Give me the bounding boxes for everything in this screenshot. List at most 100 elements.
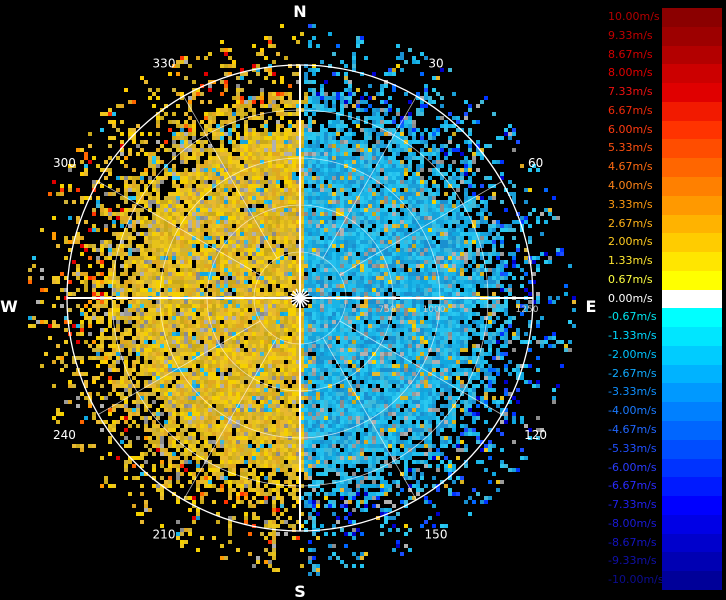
- echo-cell: [268, 324, 272, 328]
- echo-cell: [328, 240, 332, 244]
- echo-cell: [312, 148, 316, 152]
- echo-cell: [348, 148, 352, 152]
- echo-cell: [480, 272, 484, 276]
- echo-cell: [128, 304, 132, 308]
- echo-cell: [184, 216, 188, 220]
- echo-cell: [292, 72, 296, 76]
- echo-cell: [428, 280, 432, 284]
- echo-cell: [284, 220, 288, 224]
- echo-cell: [452, 276, 456, 280]
- echo-cell: [392, 232, 396, 236]
- echo-cell: [400, 308, 404, 312]
- echo-cell: [228, 120, 232, 124]
- echo-cell: [408, 248, 412, 252]
- echo-cell: [408, 224, 412, 228]
- echo-cell: [296, 220, 300, 224]
- echo-cell: [340, 160, 344, 164]
- echo-cell: [160, 308, 164, 312]
- echo-cell: [512, 276, 516, 280]
- echo-cell: [348, 300, 352, 304]
- echo-cell: [232, 288, 236, 292]
- echo-cell: [336, 232, 340, 236]
- echo-cell: [160, 208, 164, 212]
- echo-cell: [188, 284, 192, 288]
- echo-cell: [412, 240, 416, 244]
- echo-cell: [144, 172, 148, 176]
- echo-cell: [224, 252, 228, 256]
- echo-cell: [496, 252, 500, 256]
- echo-cell: [352, 240, 356, 244]
- echo-cell: [424, 244, 428, 248]
- echo-cell: [280, 320, 284, 324]
- echo-cell: [356, 144, 360, 148]
- echo-cell: [408, 288, 412, 292]
- echo-cell: [292, 144, 296, 148]
- echo-cell: [488, 320, 492, 324]
- echo-cell: [332, 108, 336, 112]
- echo-cell: [448, 112, 452, 116]
- echo-cell: [384, 120, 388, 124]
- echo-cell: [328, 260, 332, 264]
- echo-cell: [296, 316, 300, 320]
- echo-cell: [344, 148, 348, 152]
- echo-cell: [324, 132, 328, 136]
- echo-cell: [360, 96, 364, 100]
- echo-cell: [148, 272, 152, 276]
- echo-cell: [452, 288, 456, 292]
- echo-cell: [504, 272, 508, 276]
- echo-cell: [428, 268, 432, 272]
- echo-cell: [272, 160, 276, 164]
- echo-cell: [412, 196, 416, 200]
- echo-cell: [252, 220, 256, 224]
- echo-cell: [224, 228, 228, 232]
- echo-cell: [292, 176, 296, 180]
- echo-cell: [308, 308, 312, 312]
- echo-cell: [464, 284, 468, 288]
- echo-cell: [348, 88, 352, 92]
- echo-cell: [128, 256, 132, 260]
- echo-cell: [372, 268, 376, 272]
- echo-cell: [276, 200, 280, 204]
- echo-cell: [284, 232, 288, 236]
- echo-cell: [188, 280, 192, 284]
- echo-cell: [260, 168, 264, 172]
- echo-cell: [496, 308, 500, 312]
- echo-cell: [308, 224, 312, 228]
- echo-cell: [408, 192, 412, 196]
- echo-cell: [176, 252, 180, 256]
- echo-cell: [444, 264, 448, 268]
- echo-cell: [468, 128, 472, 132]
- echo-cell: [180, 260, 184, 264]
- echo-cell: [384, 160, 388, 164]
- echo-cell: [176, 136, 180, 140]
- echo-cell: [228, 324, 232, 328]
- echo-cell: [508, 124, 512, 128]
- echo-cell: [136, 188, 140, 192]
- echo-cell: [252, 204, 256, 208]
- echo-cell: [188, 316, 192, 320]
- echo-cell: [436, 212, 440, 216]
- echo-cell: [164, 272, 168, 276]
- echo-cell: [396, 260, 400, 264]
- echo-cell: [476, 168, 480, 172]
- echo-cell: [460, 172, 464, 176]
- echo-cell: [232, 124, 236, 128]
- echo-cell: [184, 148, 188, 152]
- echo-cell: [160, 328, 164, 332]
- echo-cell: [116, 188, 120, 192]
- echo-cell: [260, 324, 264, 328]
- echo-cell: [392, 180, 396, 184]
- echo-cell: [392, 136, 396, 140]
- echo-cell: [336, 224, 340, 228]
- echo-cell: [268, 300, 272, 304]
- echo-cell: [240, 192, 244, 196]
- echo-cell: [188, 232, 192, 236]
- echo-cell: [328, 236, 332, 240]
- echo-cell: [348, 204, 352, 208]
- echo-cell: [112, 308, 116, 312]
- echo-cell: [520, 312, 524, 316]
- echo-cell: [252, 232, 256, 236]
- echo-cell: [320, 196, 324, 200]
- echo-cell: [280, 264, 284, 268]
- echo-cell: [312, 220, 316, 224]
